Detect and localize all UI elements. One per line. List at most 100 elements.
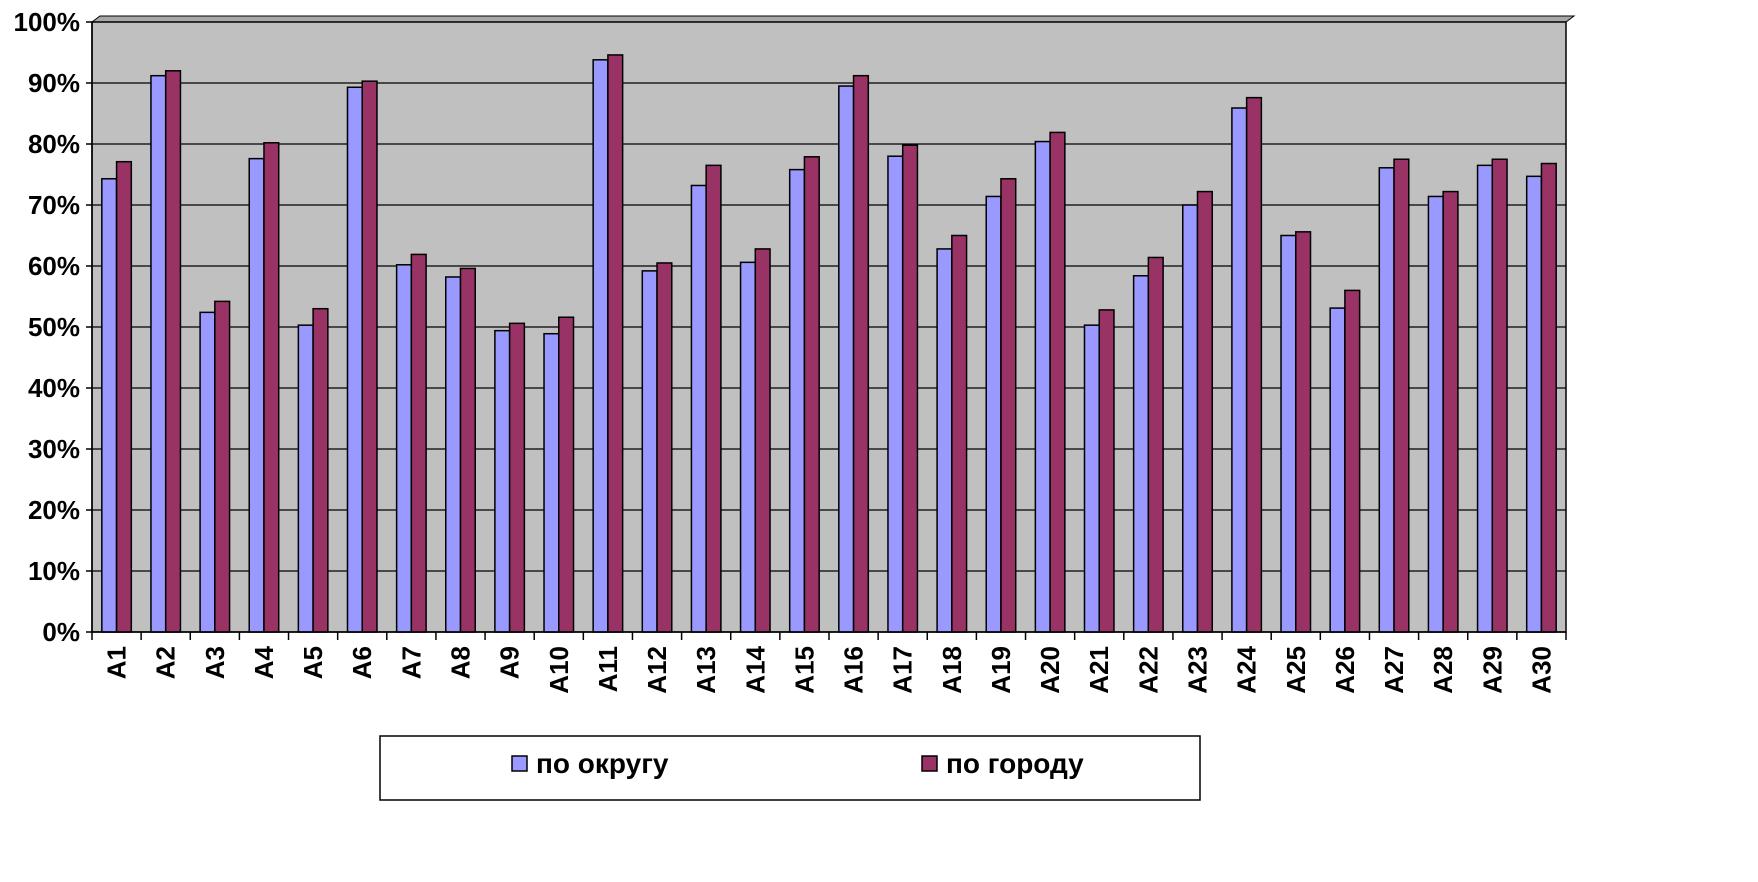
x-tick-label: A29 <box>1477 646 1507 694</box>
bar <box>1540 162 1557 633</box>
bar <box>690 184 707 633</box>
bar <box>1083 324 1100 633</box>
y-tick-label: 20% <box>28 495 80 525</box>
bar <box>852 74 870 633</box>
bar <box>1491 158 1508 633</box>
x-tick-label: A6 <box>347 646 377 679</box>
x-tick-label: A17 <box>888 646 918 694</box>
plot-area <box>90 15 1576 633</box>
bar <box>1280 234 1297 633</box>
bar <box>1182 204 1199 633</box>
bar <box>739 261 757 633</box>
bar <box>592 59 609 633</box>
bar <box>951 234 968 633</box>
legend-swatch <box>511 755 528 772</box>
x-tick-label: A25 <box>1281 646 1311 694</box>
bar <box>788 168 806 633</box>
x-tick-label: A22 <box>1133 646 1163 694</box>
legend-label: по городу <box>946 748 1084 779</box>
bar <box>641 270 658 633</box>
bar <box>410 253 427 633</box>
y-tick-label: 60% <box>28 251 80 281</box>
x-tick-label: A18 <box>937 646 967 694</box>
x-tick-label: A16 <box>839 646 869 694</box>
bar <box>346 86 363 633</box>
bar <box>101 178 118 633</box>
x-tick-label: A23 <box>1183 646 1213 694</box>
bar <box>494 329 511 633</box>
bar <box>297 324 314 633</box>
bar <box>248 157 265 633</box>
x-tick-label: A10 <box>544 646 574 694</box>
bar <box>1295 231 1312 633</box>
y-tick-label: 50% <box>28 312 80 342</box>
bar <box>214 300 231 633</box>
plot-top-wall <box>90 15 1576 23</box>
bar <box>1049 131 1066 633</box>
x-tick-label: A8 <box>446 646 476 679</box>
bar <box>1378 167 1395 633</box>
bar <box>1329 307 1346 633</box>
bar <box>395 264 413 633</box>
bar <box>1476 164 1494 633</box>
x-tick-label: A26 <box>1330 646 1360 694</box>
x-tick-label: A2 <box>151 646 181 679</box>
bar <box>445 276 462 633</box>
bar <box>115 160 133 633</box>
bar <box>164 70 182 633</box>
bar <box>901 144 919 633</box>
x-tick-label: A30 <box>1526 646 1556 694</box>
bar <box>1098 309 1115 633</box>
bar <box>1442 190 1459 633</box>
bar <box>1393 158 1410 633</box>
bar <box>543 332 560 633</box>
x-tick-label: A27 <box>1379 646 1409 694</box>
bar <box>656 262 673 633</box>
bar <box>1427 195 1444 633</box>
y-tick-label: 0% <box>42 617 80 647</box>
bar <box>1231 107 1248 633</box>
bar <box>508 322 526 633</box>
x-tick-label: A9 <box>495 646 525 679</box>
x-tick-label: A1 <box>102 646 132 679</box>
axes: 0% 10% 20% 30% 40% 50% 60% 70% 80% 90% 100% A1 A2 A3 A… <box>14 7 1567 694</box>
bar <box>1034 140 1051 633</box>
bar <box>1000 178 1017 633</box>
bar <box>754 248 771 633</box>
bar <box>985 195 1002 633</box>
bar <box>803 156 820 633</box>
y-tick-label: 100% <box>14 7 81 37</box>
x-tick-label: A14 <box>740 645 770 693</box>
legend-label: по округу <box>536 748 669 779</box>
bar <box>1196 190 1213 633</box>
x-tick-label: A11 <box>593 646 623 692</box>
x-tick-label: A21 <box>1084 646 1114 694</box>
y-tick-label: 80% <box>28 129 80 159</box>
y-tick-label: 40% <box>28 373 80 403</box>
x-tick-label: A5 <box>298 646 328 679</box>
bar <box>936 248 953 633</box>
bar <box>1344 289 1361 633</box>
y-tick-label: 70% <box>28 190 80 220</box>
bar <box>312 307 329 633</box>
bar <box>558 316 575 633</box>
x-tick-label: A15 <box>789 646 819 694</box>
y-tick-label: 10% <box>28 556 80 586</box>
legend-swatch <box>921 755 938 772</box>
legend: по округу по городу <box>379 735 1201 801</box>
bar <box>361 80 378 633</box>
x-tick-label: A28 <box>1428 646 1458 694</box>
x-tick-label: A19 <box>986 646 1016 694</box>
bar <box>838 85 855 633</box>
bar <box>607 54 624 633</box>
bar <box>887 155 904 633</box>
bar <box>263 142 280 633</box>
bar <box>199 311 216 633</box>
y-tick-label: 30% <box>28 434 80 464</box>
bar <box>1525 175 1543 633</box>
x-tick-label: A4 <box>249 645 279 679</box>
bar <box>1132 275 1150 633</box>
bar <box>1245 96 1263 633</box>
